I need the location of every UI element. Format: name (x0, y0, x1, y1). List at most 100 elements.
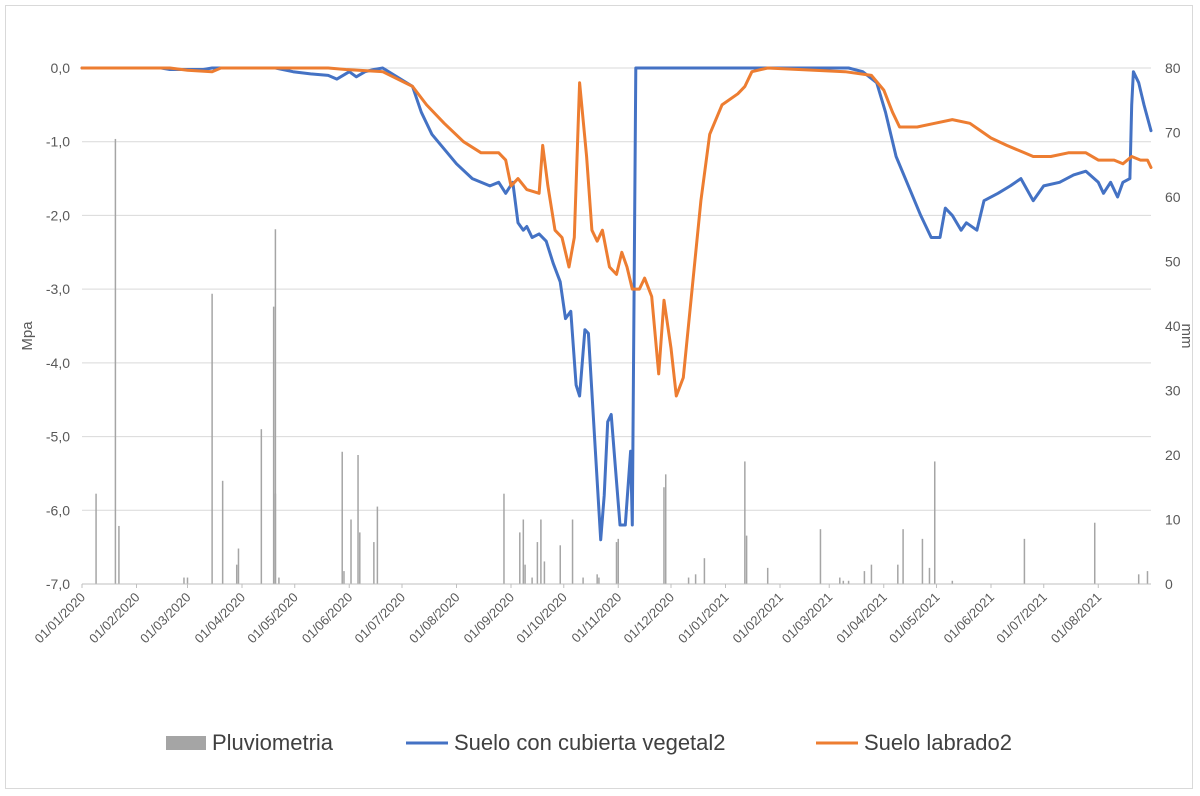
legend: Pluviometria Suelo con cubierta vegetal2 S… (166, 730, 1012, 755)
y-right-tick-label: 70 (1165, 125, 1181, 141)
rainfall-bar (221, 480, 224, 584)
x-tick-label: 01/10/2020 (513, 590, 570, 647)
rainfall-bar (118, 525, 120, 584)
x-tick-label: 01/07/2021 (993, 590, 1050, 647)
rainfall-bar (114, 138, 117, 584)
x-tick-label: 01/07/2020 (351, 590, 408, 647)
rainfall-bar (928, 567, 931, 584)
rainfall-bar (902, 529, 904, 584)
rainfall-bar (536, 542, 539, 584)
rainfall-bar (211, 293, 213, 584)
rainfall-bar (522, 519, 525, 584)
rainfall-bar (235, 564, 238, 584)
rainfall-bar (237, 548, 240, 584)
x-tick-label: 01/01/2020 (31, 590, 88, 647)
rainfall-bar (847, 580, 850, 584)
rainfall-bar (350, 519, 352, 584)
y-left-tick-label: 0,0 (51, 60, 71, 76)
x-tick-label: 01/06/2020 (299, 590, 356, 647)
rainfall-bar (744, 461, 746, 584)
rainfall-bar (897, 564, 899, 584)
rainfall-bar (543, 561, 546, 584)
rainfall-bar (687, 577, 690, 584)
y-right-tick-label: 10 (1165, 512, 1181, 528)
rainfall-bar (819, 529, 822, 584)
rainfall-bar (766, 567, 769, 584)
rainfall-bar (359, 532, 361, 584)
rainfall-bar (1137, 574, 1140, 584)
rainfall-bar (1023, 538, 1026, 584)
x-tick-label: 01/02/2020 (86, 590, 143, 647)
rainfall-bar (503, 493, 505, 584)
rainfall-bar (274, 229, 277, 584)
rainfall-bar (183, 577, 185, 584)
y-right-tick-label: 80 (1165, 60, 1181, 76)
y-left-tick-label: -5,0 (46, 429, 70, 445)
x-tick-label: 01/08/2021 (1048, 590, 1105, 647)
rainfall-bar (863, 571, 866, 584)
y-axis-right-label: mm (1178, 324, 1192, 349)
rainfall-bar (260, 429, 263, 584)
series-line-suelo-con-cubierta-vegetal2 (80, 66, 1153, 542)
y-left-tick-label: -7,0 (46, 576, 70, 592)
chart-frame: 0,0 -1,0 -2,0 -3,0 -4,0 -5,0 -6,0 -7,0 80 70 60 50 4… (5, 5, 1195, 789)
rainfall-bars (95, 138, 1149, 584)
gridlines (82, 67, 1151, 585)
rainfall-bar (95, 493, 97, 584)
x-tick-label: 01/09/2020 (461, 590, 518, 647)
rainfall-bar (839, 577, 841, 584)
x-tick-label: 01/05/2020 (244, 590, 301, 647)
y-right-tick-label: 20 (1165, 447, 1181, 463)
y-left-tick-label: -4,0 (46, 355, 70, 371)
rainfall-bar (519, 532, 521, 584)
x-tick-label: 01/08/2020 (406, 590, 463, 647)
y-right-tick-label: 50 (1165, 254, 1181, 270)
rainfall-bar (341, 451, 343, 584)
rainfall-bar (274, 493, 277, 584)
rainfall-bar (664, 474, 667, 584)
y-right-tick-label: 40 (1165, 318, 1181, 334)
rainfall-bar (559, 545, 561, 584)
rainfall-bar (921, 538, 924, 584)
rainfall-bar (373, 542, 375, 584)
x-tick-label: 01/04/2021 (833, 590, 890, 647)
y-left-tick-label: -6,0 (46, 502, 70, 518)
y-left-tick-label: -2,0 (46, 207, 70, 223)
x-tick-label: 01/03/2021 (779, 590, 836, 647)
x-tick-label: 01/06/2021 (940, 590, 997, 647)
rainfall-bar (842, 580, 845, 584)
rainfall-bar (870, 564, 873, 584)
rainfall-bar (703, 558, 706, 584)
x-tick-label: 01/05/2021 (886, 590, 943, 647)
rainfall-bar (571, 519, 574, 584)
rainfall-bar (582, 577, 584, 584)
x-tick-label: 01/04/2020 (191, 590, 248, 647)
rainfall-bar (531, 577, 533, 584)
y-right-tick-label: 60 (1165, 189, 1181, 205)
legend-label: Pluviometria (212, 730, 334, 755)
rainfall-bar (272, 306, 275, 584)
chart-svg: 0,0 -1,0 -2,0 -3,0 -4,0 -5,0 -6,0 -7,0 80 70 60 50 4… (19, 60, 1195, 755)
legend-swatch-pluviometria (166, 736, 206, 750)
x-tick-label: 01/01/2021 (675, 590, 732, 647)
rainfall-bar (278, 577, 280, 584)
rainfall-bar (376, 506, 379, 584)
rainfall-bar (615, 542, 618, 584)
axes: 0,0 -1,0 -2,0 -3,0 -4,0 -5,0 -6,0 -7,0 80 70 60 50 4… (31, 60, 1180, 646)
data-lines (80, 66, 1153, 542)
legend-label: Suelo con cubierta vegetal2 (454, 730, 726, 755)
rainfall-bar (357, 455, 359, 584)
rainfall-bar (745, 535, 748, 584)
x-tick-label: 01/12/2020 (621, 590, 678, 647)
y-left-tick-label: -1,0 (46, 134, 70, 150)
rainfall-bar (617, 538, 620, 584)
rainfall-bar (663, 487, 665, 584)
y-right-tick-label: 0 (1165, 576, 1173, 592)
rainfall-bar (1146, 571, 1149, 584)
x-tick-label: 01/11/2020 (568, 590, 624, 646)
rainfall-bar (598, 577, 600, 584)
x-tick-label: 01/03/2020 (137, 590, 194, 647)
rainfall-bar (524, 564, 526, 584)
x-tick-label: 01/02/2021 (730, 590, 787, 647)
rainfall-bar (933, 461, 936, 584)
